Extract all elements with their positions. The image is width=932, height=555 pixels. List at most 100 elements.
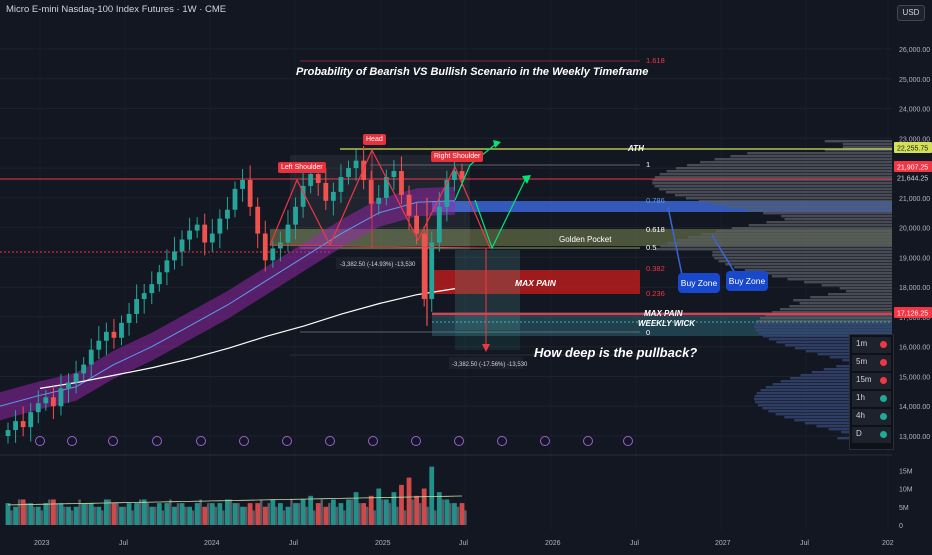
buy-zone-button-2[interactable]: Buy Zone <box>726 271 768 291</box>
volume-bar <box>411 499 414 525</box>
x-tick-label: Jul <box>119 540 128 547</box>
volume-bar <box>28 503 34 525</box>
event-marker-icon[interactable] <box>108 436 118 446</box>
candle-body <box>315 174 321 183</box>
event-marker-icon[interactable] <box>368 436 378 446</box>
volume-profile-bar <box>805 350 892 353</box>
volume-profile-bar <box>839 287 892 290</box>
event-marker-icon[interactable] <box>583 436 593 446</box>
event-marker-icon[interactable] <box>35 436 45 446</box>
volume-profile-bar <box>799 302 892 305</box>
volume-bar <box>70 510 74 525</box>
event-marker-icon[interactable] <box>325 436 335 446</box>
volume-profile-bar <box>714 158 892 161</box>
volume-bar <box>78 499 81 525</box>
y-tick-label: 15,000.00 <box>899 374 930 381</box>
event-marker-icon[interactable] <box>67 436 77 446</box>
volume-profile-bar <box>790 377 892 380</box>
signal-dot <box>880 395 887 402</box>
signal-dot <box>880 359 887 366</box>
y-tick-label: 19,000.00 <box>899 255 930 262</box>
signal-tf-label: 4h <box>856 411 865 420</box>
price-tag-box <box>894 161 932 172</box>
candle-body <box>247 179 253 207</box>
candle-body <box>51 397 56 407</box>
candle-body <box>81 364 87 374</box>
candle-body <box>5 430 11 436</box>
volume-bar <box>58 503 64 525</box>
volume-profile-bar <box>734 266 892 269</box>
signal-dot <box>880 431 887 438</box>
event-marker-icon[interactable] <box>152 436 162 446</box>
bullish-arrow-2 <box>474 175 528 250</box>
volume-bar <box>108 499 112 525</box>
volume-profile-bar <box>766 221 892 224</box>
volume-bar <box>373 510 376 525</box>
event-marker-icon[interactable] <box>497 436 507 446</box>
event-marker-icon[interactable] <box>540 436 550 446</box>
candle-body <box>179 239 185 252</box>
volume-bar <box>73 506 79 525</box>
currency-button[interactable]: USD <box>897 5 925 21</box>
signal-row-5m: 5m <box>852 355 891 371</box>
max-pain-line-label: MAX PAIN <box>644 309 683 318</box>
volume-bar <box>149 506 155 525</box>
fib-label: 1 <box>646 160 650 169</box>
candle-body <box>262 233 268 261</box>
x-tick-label: 2027 <box>715 540 731 547</box>
volume-profile-bar <box>714 257 892 260</box>
measure-1-box <box>336 257 410 269</box>
volume-bar <box>214 506 217 525</box>
volume-profile-bar <box>780 308 892 311</box>
volume-bar <box>361 503 367 525</box>
event-marker-icon[interactable] <box>623 436 633 446</box>
volume-bar <box>406 477 412 525</box>
volume-bar <box>285 506 291 525</box>
candle-body <box>202 224 208 243</box>
volume-profile-bar <box>757 404 892 407</box>
candle-body <box>187 230 192 240</box>
y-tick-label: 20,000.00 <box>899 226 930 233</box>
volume-bar <box>262 506 268 525</box>
volume-profile-bar <box>687 164 892 167</box>
volume-profile-bar <box>780 380 892 383</box>
volume-bar <box>464 510 467 525</box>
candle-body <box>383 177 389 198</box>
volume-profile-bar <box>804 281 892 284</box>
volume-profile-bar <box>730 155 892 158</box>
volume-bar <box>126 503 132 525</box>
volume-bar <box>96 506 102 525</box>
volume-profile-bar <box>762 407 892 410</box>
volume-profile-bar <box>676 239 892 242</box>
x-tick-label: 2024 <box>204 540 220 547</box>
candle-body <box>255 206 261 234</box>
candle-body <box>338 177 344 192</box>
volume-bar <box>244 506 248 525</box>
event-marker-icon[interactable] <box>239 436 249 446</box>
volume-profile-bar <box>758 332 892 335</box>
volume-bar <box>403 510 407 525</box>
measure-2-label: -3,382.50 (-17.56%) -13,530 <box>452 362 528 368</box>
event-marker-icon[interactable] <box>196 436 206 446</box>
event-marker-icon[interactable] <box>282 436 292 446</box>
candle-body <box>164 260 170 273</box>
volume-bar <box>191 510 195 525</box>
buy-zone-button-1[interactable]: Buy Zone <box>678 273 720 293</box>
volume-profile-bar <box>775 413 892 416</box>
volume-bar <box>434 510 437 525</box>
volume-bar <box>275 506 278 525</box>
buy-zone-pointer-2 <box>711 234 736 274</box>
event-markers <box>35 436 633 446</box>
weekly-wick-label: WEEKLY WICK <box>638 319 696 328</box>
event-marker-icon[interactable] <box>454 436 464 446</box>
volume-profile-bar <box>821 284 892 287</box>
event-marker-icon[interactable] <box>411 436 421 446</box>
volume-bar <box>365 506 369 525</box>
volume-profile-bar <box>768 410 892 413</box>
volume-bar <box>436 492 442 525</box>
price-tag-box <box>894 142 932 153</box>
price-tag-label: 17,126.25 <box>897 311 928 318</box>
price-tag-box <box>894 307 932 318</box>
volume-profile-bar <box>804 422 892 425</box>
